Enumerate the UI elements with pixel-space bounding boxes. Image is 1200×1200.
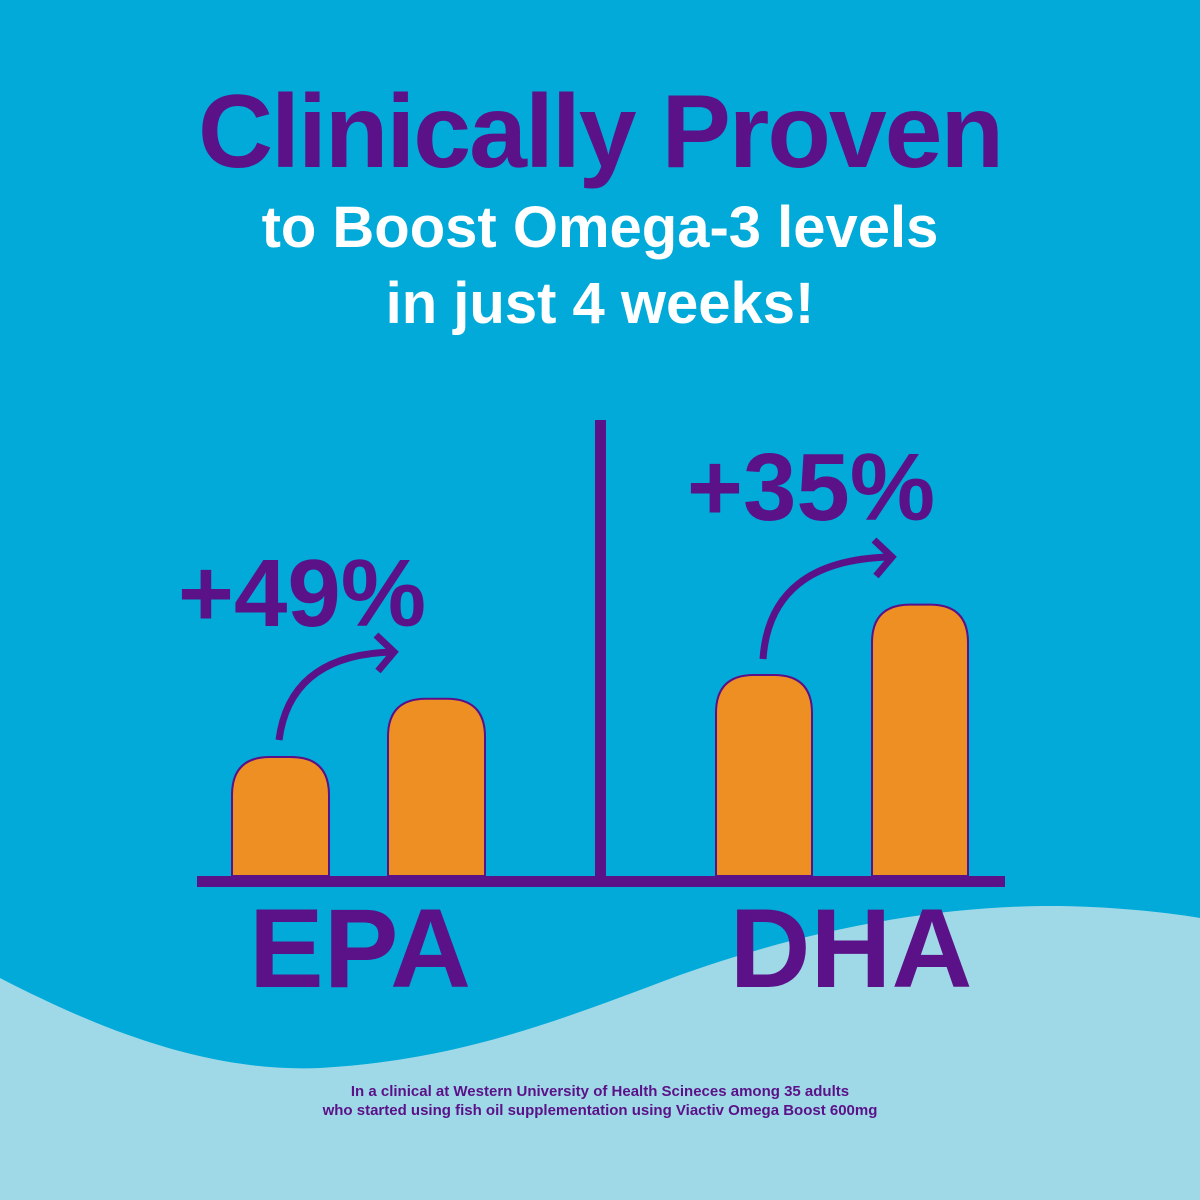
- subtitle-line-2: in just 4 weeks!: [385, 271, 815, 336]
- wave-shape: [0, 905, 1200, 1200]
- arrowhead-dha-icon: [871, 537, 897, 579]
- group-label-epa: EPA: [249, 886, 471, 1011]
- bar-dha-before: [715, 674, 813, 877]
- group-divider: [595, 420, 606, 880]
- bar-epa-after: [387, 697, 486, 877]
- footnote-line-1: In a clinical at Western University of H…: [350, 1083, 850, 1100]
- arrow-dha-icon: [759, 553, 891, 660]
- change-label-epa: +49%: [178, 540, 426, 647]
- change-label-dha: +35%: [687, 434, 935, 541]
- bar-epa-before: [231, 756, 330, 877]
- arrowhead-epa-icon: [373, 632, 399, 674]
- footnote-line-2: who started using fish oil supplementati…: [322, 1102, 878, 1119]
- headline-title: Clinically Proven: [197, 74, 1004, 190]
- subtitle-line-1: to Boost Omega-3 levels: [261, 195, 939, 260]
- chart-baseline: [197, 876, 1005, 887]
- group-label-dha: DHA: [730, 886, 973, 1011]
- arrow-epa-icon: [275, 648, 393, 741]
- bar-dha-after: [871, 603, 969, 877]
